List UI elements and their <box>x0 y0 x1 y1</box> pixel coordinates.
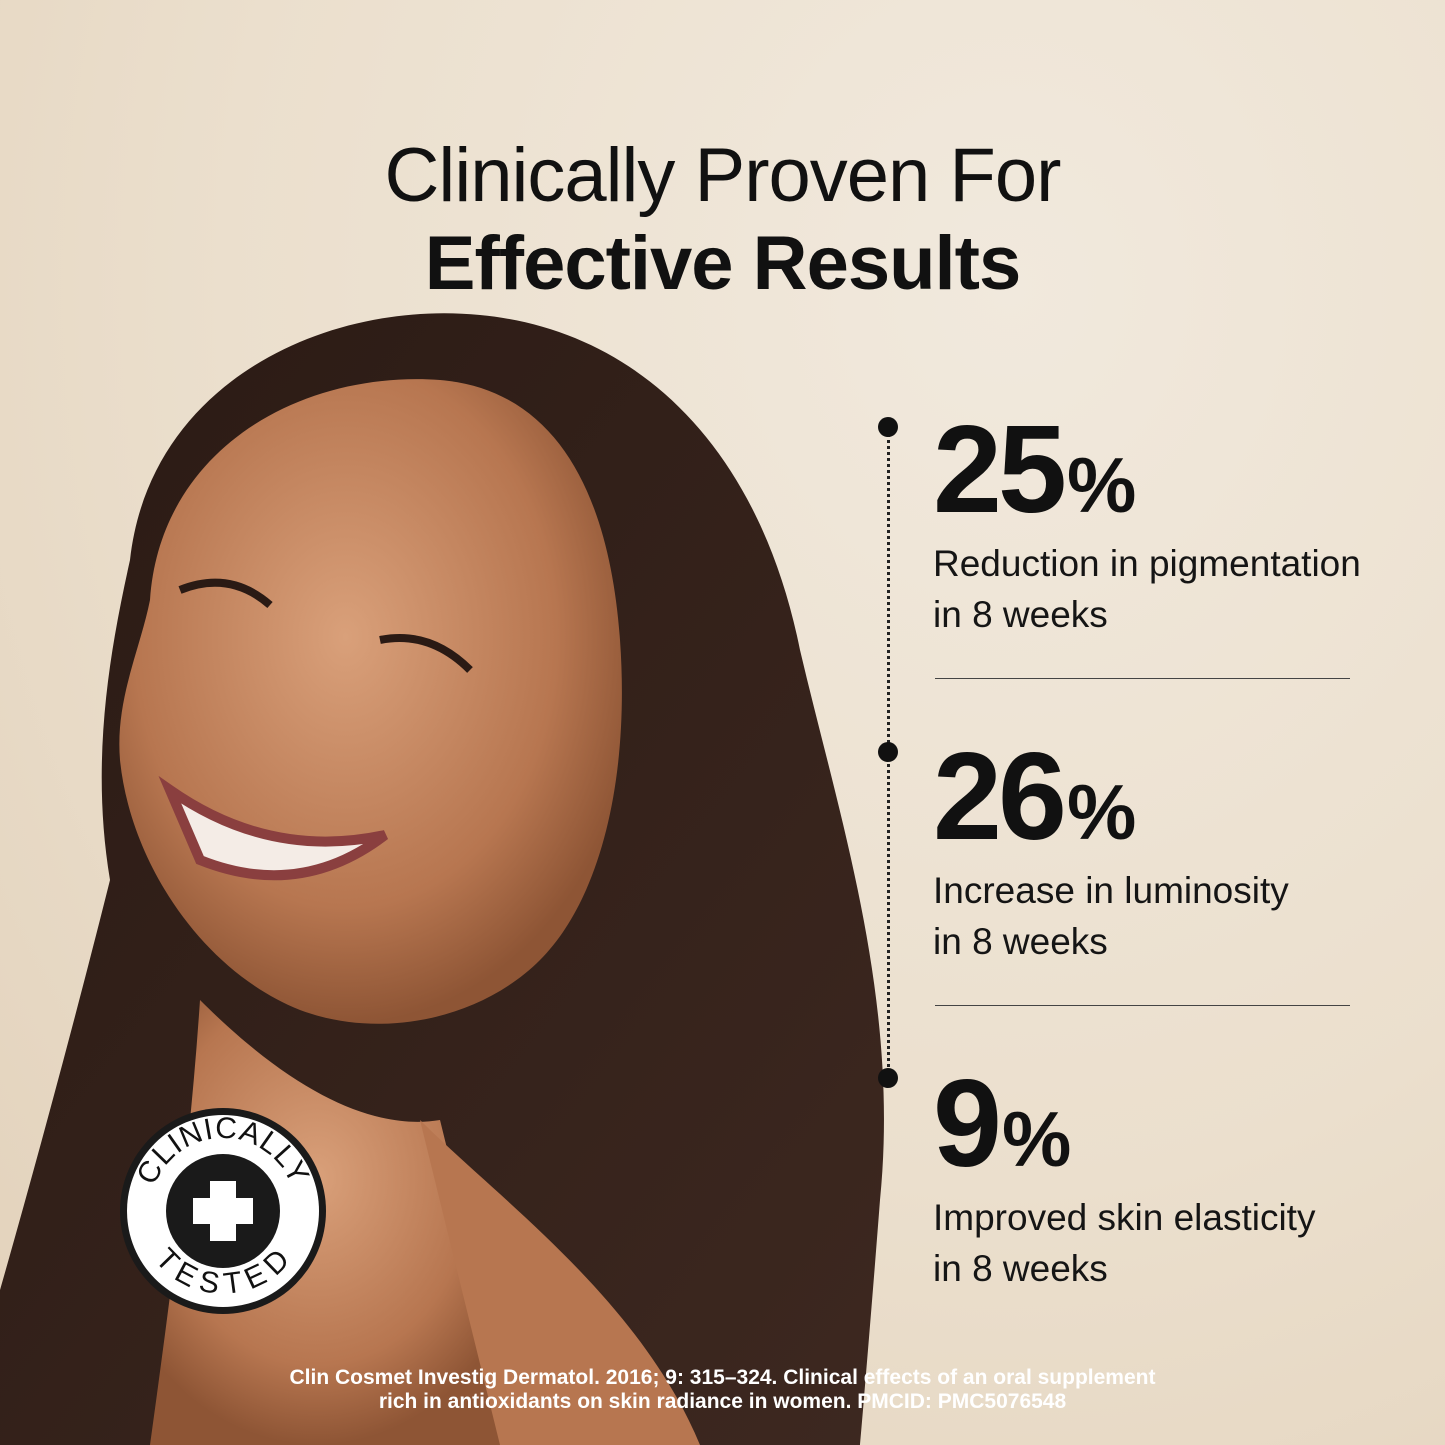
stat-description: Improved skin elasticity in 8 weeks <box>933 1197 1316 1289</box>
timeline-dot <box>878 417 898 437</box>
stat-unit: % <box>1066 768 1137 856</box>
timeline-dot <box>878 1068 898 1088</box>
stat-luminosity: 26% Increase in luminosity in 8 weeks <box>933 735 1289 967</box>
heading-line-1: Clinically Proven For <box>384 133 1062 218</box>
stat-unit: % <box>1001 1095 1072 1183</box>
timeline-dot <box>878 742 898 762</box>
stat-description: Reduction in pigmentation in 8 weeks <box>933 543 1361 635</box>
stat-value: 25% <box>933 408 1361 532</box>
stat-pigmentation: 25% Reduction in pigmentation in 8 weeks <box>933 408 1361 640</box>
citation-line-2: rich in antioxidants on skin radiance in… <box>378 1390 1067 1413</box>
stat-value: 9% <box>933 1062 1315 1186</box>
clinically-tested-badge: CLINICALLY TESTED <box>120 1108 326 1314</box>
stat-number: 26 <box>933 728 1067 866</box>
stat-unit: % <box>1066 441 1137 529</box>
stat-number: 25 <box>933 401 1067 539</box>
divider <box>935 1005 1350 1006</box>
citation-line-1: Clin Cosmet Investig Dermatol. 2016; 9: … <box>289 1366 1156 1389</box>
stat-elasticity: 9% Improved skin elasticity in 8 weeks <box>933 1062 1315 1294</box>
stat-description: Increase in luminosity in 8 weeks <box>933 870 1289 962</box>
stat-value: 26% <box>933 735 1289 859</box>
stat-number: 9 <box>933 1055 1002 1193</box>
heading-line-2: Effective Results <box>424 221 1021 306</box>
citation-footer: Clin Cosmet Investig Dermatol. 2016; 9: … <box>0 1366 1445 1414</box>
divider <box>935 678 1350 679</box>
